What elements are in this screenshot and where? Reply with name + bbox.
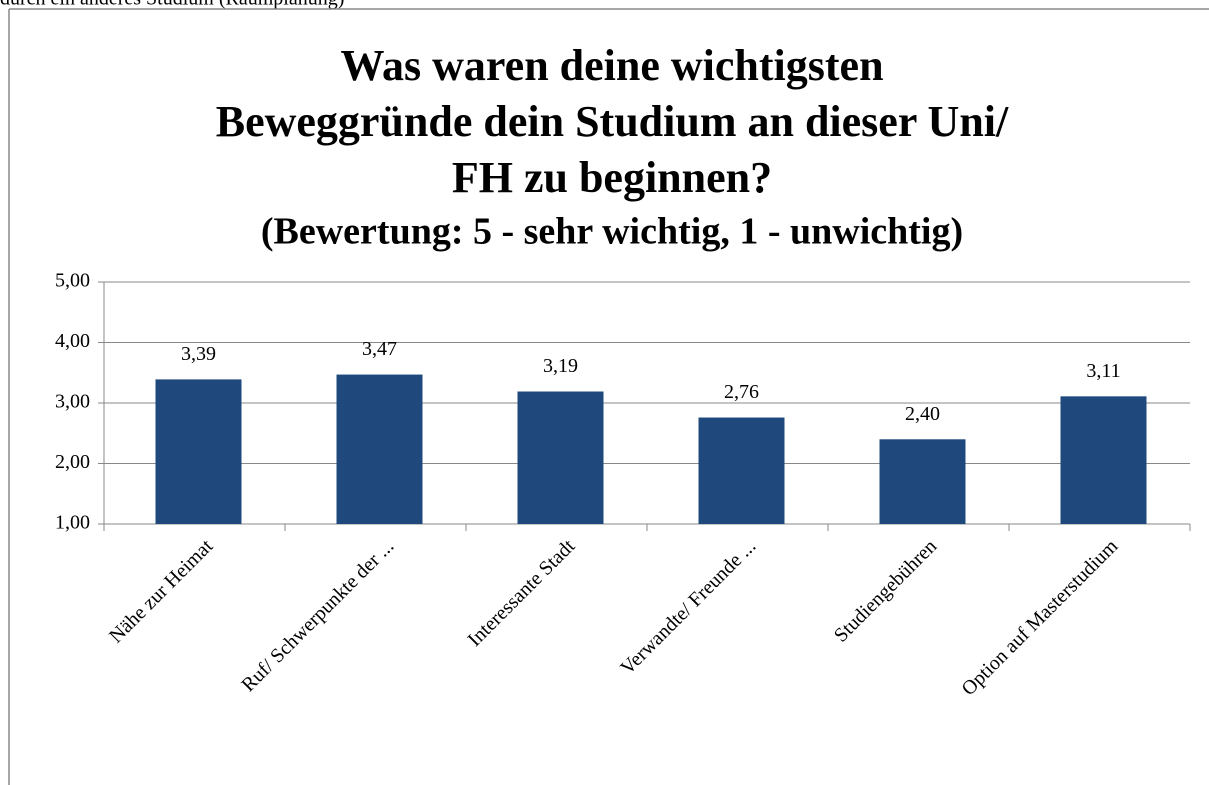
y-tick-label: 1,00 <box>55 512 90 534</box>
bar <box>698 417 785 524</box>
bar <box>1060 396 1147 524</box>
bar <box>155 379 242 524</box>
value-label: 3,47 <box>362 338 397 360</box>
value-label: 3,19 <box>543 355 578 377</box>
bar <box>879 439 966 524</box>
chart-title: Was waren deine wichtigsten <box>340 41 883 90</box>
bar <box>336 374 423 524</box>
chart-title: FH zu beginnen? <box>452 153 772 202</box>
x-tick-label: Nähe zur Heimat <box>105 535 217 647</box>
x-tick-label: Studiengebühren <box>830 535 941 646</box>
x-tick-label: Ruf/ Schwerpunkte der ... <box>237 535 398 696</box>
y-tick-label: 5,00 <box>55 270 90 292</box>
y-tick-label: 3,00 <box>55 391 90 413</box>
value-label: 3,39 <box>181 343 216 365</box>
y-tick-label: 4,00 <box>55 330 90 352</box>
value-label: 2,76 <box>724 381 759 403</box>
value-label: 3,11 <box>1086 360 1120 382</box>
value-label: 2,40 <box>905 403 940 425</box>
x-tick-label: Interessante Stadt <box>464 535 580 651</box>
x-tick-label: Verwandte/ Freunde ... <box>616 535 760 679</box>
x-tick-label: Option auf Masterstudium <box>957 535 1122 700</box>
page-text: durch ein anderes Studium (Raumplanung) <box>0 0 344 10</box>
chart-title: Beweggründe dein Studium an dieser Uni/ <box>216 97 1009 146</box>
chart-subtitle: (Bewertung: 5 - sehr wichtig, 1 - unwich… <box>261 211 963 253</box>
bar <box>517 391 604 524</box>
y-tick-label: 2,00 <box>55 451 90 473</box>
